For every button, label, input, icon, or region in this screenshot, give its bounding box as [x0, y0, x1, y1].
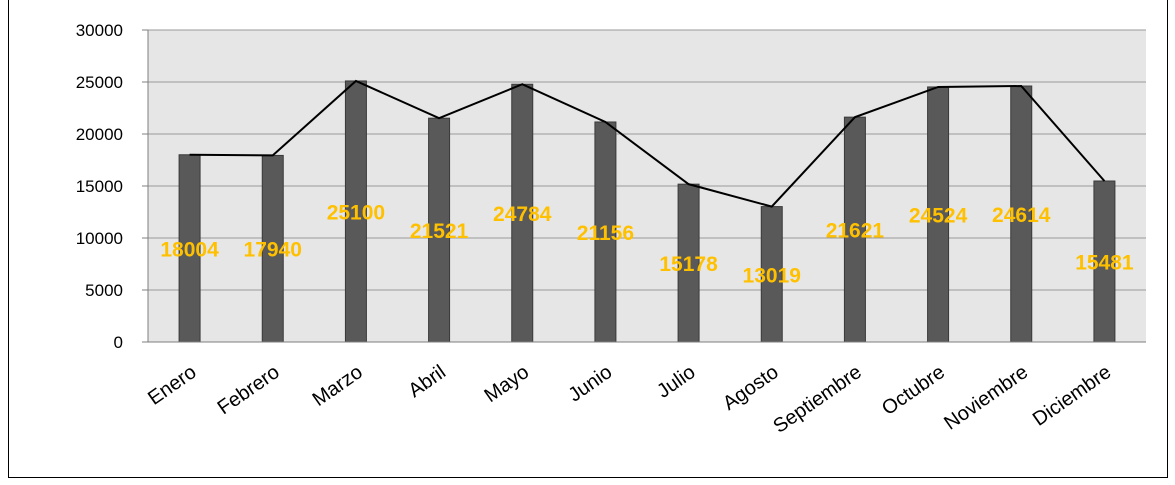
y-tick-label: 5000: [85, 281, 123, 300]
x-tick-label: Marzo: [309, 361, 367, 411]
data-label: 21156: [577, 222, 634, 245]
x-tick-label: Enero: [144, 361, 200, 410]
data-label: 18004: [160, 238, 219, 261]
y-tick-label: 25000: [76, 73, 123, 92]
x-tick-label: Febrero: [214, 361, 284, 419]
x-tick-label: Mayo: [480, 361, 533, 407]
data-label: 13019: [743, 264, 801, 287]
y-tick-label: 30000: [76, 21, 123, 40]
series-line: [189, 79, 1106, 208]
data-label: 24614: [992, 204, 1051, 227]
x-tick-label: Diciembre: [1029, 361, 1115, 431]
x-tick-label: Septiembre: [769, 361, 865, 438]
y-tick-label: 0: [114, 333, 123, 352]
x-tick-label: Abril: [405, 361, 450, 402]
data-label: 17940: [244, 239, 302, 262]
y-tick-label: 20000: [76, 125, 123, 144]
data-label: 15178: [659, 253, 718, 276]
data-label: 24784: [493, 203, 552, 226]
x-tick-label: Agosto: [719, 361, 783, 415]
y-tick-label: 15000: [76, 177, 123, 196]
y-tick-label: 10000: [76, 229, 123, 248]
x-tick-label: Octubre: [878, 361, 949, 420]
data-label: 21521: [410, 220, 469, 243]
x-tick-label: Julio: [653, 361, 699, 403]
x-tick-label: Junio: [565, 361, 617, 406]
data-label: 21621: [826, 220, 885, 243]
x-tick-label: Noviembre: [940, 361, 1032, 434]
data-label: 24524: [909, 204, 968, 227]
data-label: 25100: [327, 201, 385, 224]
data-label: 15481: [1075, 251, 1134, 274]
